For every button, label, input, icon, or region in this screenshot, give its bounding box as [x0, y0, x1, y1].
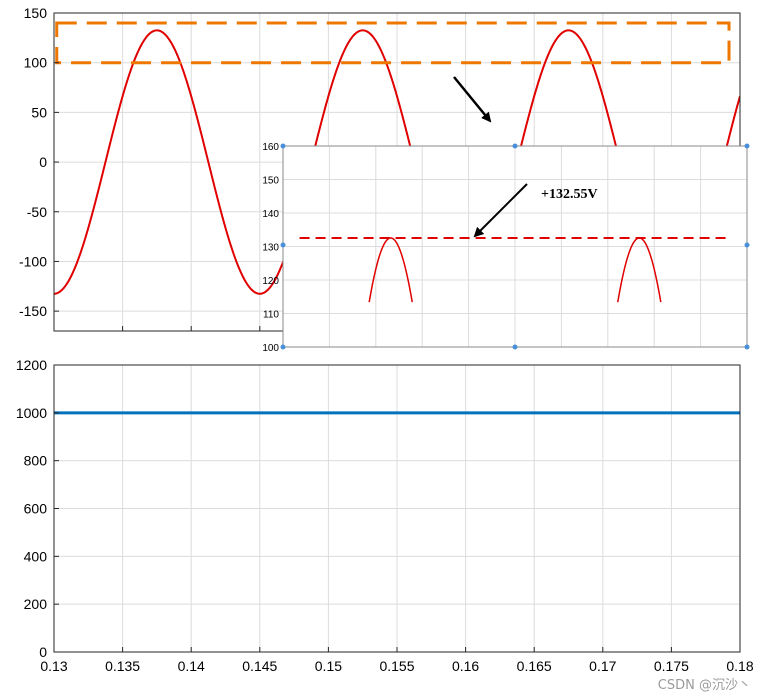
x-tick-label: 0.15	[315, 658, 342, 674]
x-tick-label: 0.16	[452, 658, 479, 674]
y-tick-label: 100	[24, 55, 48, 71]
inset-y-tick-label: 100	[262, 343, 279, 354]
inset-y-tick-label: 150	[262, 176, 279, 187]
bottom-axes: 0 200 400 600 800 1000 1200 0.13 0.135 0.14 0.145…	[16, 357, 754, 674]
inset-y-tick-label: 120	[262, 276, 279, 287]
inset-y-ticks: 100 110 120 130 140 150 160	[262, 142, 279, 354]
watermark: CSDN @沉沙丶	[657, 678, 751, 693]
y-tick-label: -150	[19, 303, 47, 319]
y-tick-label: 1200	[16, 357, 47, 373]
y-tick-label: -100	[19, 253, 47, 269]
annotation-arrow	[473, 183, 528, 238]
peak-annotation: +132.55V	[541, 187, 598, 202]
x-tick-label: 0.14	[178, 658, 205, 674]
y-tick-label: 0	[39, 154, 47, 170]
top-y-ticks: -150 -100 -50 0 50 100 150	[19, 5, 741, 331]
inset-grid	[283, 145, 747, 348]
y-tick-label: 1000	[16, 405, 47, 421]
x-tick-label: 0.145	[242, 658, 277, 674]
inset-y-tick-label: 140	[262, 209, 279, 220]
y-tick-label: 400	[24, 548, 48, 564]
x-tick-label: 0.175	[654, 658, 689, 674]
inset-y-tick-label: 110	[263, 310, 279, 321]
inset-corner-handles	[280, 143, 750, 350]
x-tick-label: 0.155	[379, 658, 414, 674]
y-tick-label: 0	[39, 644, 47, 660]
y-tick-label: 600	[24, 501, 48, 517]
y-tick-label: 50	[31, 104, 47, 120]
inset-y-tick-label: 130	[262, 243, 279, 254]
highlight-box	[55, 21, 731, 65]
x-tick-label: 0.13	[40, 658, 67, 674]
y-tick-label: -50	[27, 204, 47, 220]
zoom-arrow	[453, 76, 492, 123]
x-tick-label: 0.18	[726, 658, 753, 674]
bottom-y-ticks: 0 200 400 600 800 1000 1200	[16, 357, 59, 660]
y-tick-label: 200	[24, 596, 48, 612]
x-tick-label: 0.135	[105, 658, 140, 674]
x-tick-label: 0.165	[517, 658, 552, 674]
inset-axes: 100 110 120 130 140 150 160 +132.55V	[262, 142, 750, 354]
inset-y-tick-label: 160	[262, 142, 279, 153]
y-tick-label: 800	[24, 453, 48, 469]
y-tick-label: 150	[24, 5, 48, 21]
bottom-x-ticks: 0.13 0.135 0.14 0.145 0.15 0.155 0.16 0.165 0.17…	[40, 647, 754, 674]
x-tick-label: 0.17	[589, 658, 616, 674]
inset-peak-line	[368, 237, 413, 303]
